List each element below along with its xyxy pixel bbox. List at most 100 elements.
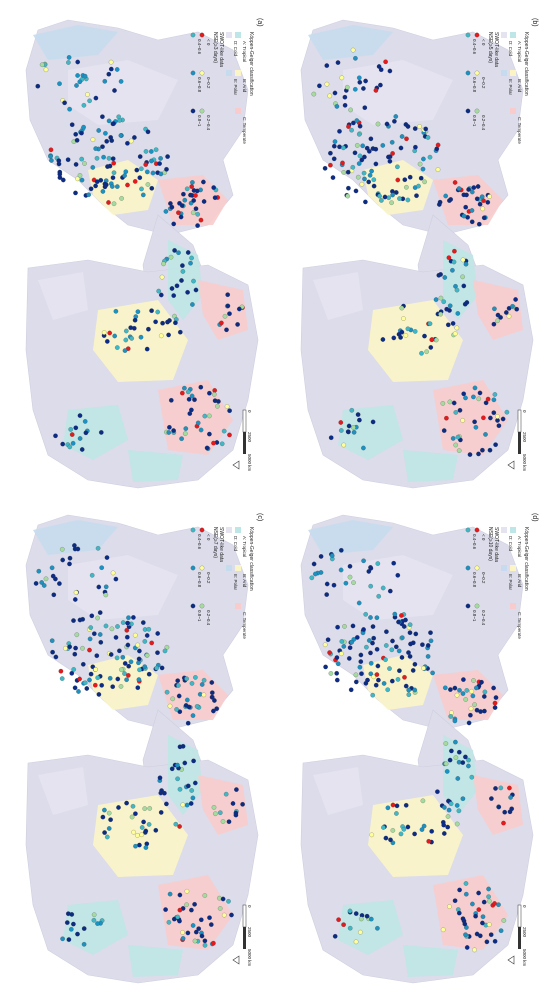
station-dot (381, 825, 386, 830)
station-dot (219, 320, 224, 326)
nse-legend-title: NSE(≥3 days) (212, 32, 218, 63)
station-dot (331, 143, 337, 149)
station-dot (447, 303, 453, 309)
station-dot (457, 910, 462, 916)
station-dot (474, 685, 479, 691)
station-dot (454, 287, 460, 293)
swot-label: 0.2~0.4 (206, 115, 211, 131)
station-dot (137, 842, 142, 848)
station-dot (81, 941, 87, 947)
station-dot (198, 217, 204, 223)
station-dot (422, 179, 427, 185)
swot-label: 0.6~0.8 (472, 572, 477, 588)
station-dot (167, 891, 173, 897)
station-dot (385, 805, 391, 811)
station-dot (456, 448, 462, 453)
climate-zone (313, 767, 363, 815)
station-dot (82, 419, 88, 424)
swot-label: < 0 (206, 39, 211, 46)
station-dot (427, 154, 433, 160)
station-dot (472, 702, 477, 707)
station-dot (357, 153, 363, 159)
station-dot (183, 431, 188, 436)
station-dot (128, 138, 134, 144)
station-dot (163, 209, 169, 214)
station-dot (109, 66, 114, 72)
koppen-label: D: Cold (233, 41, 238, 57)
station-dot (382, 194, 388, 200)
station-dot (146, 671, 152, 677)
climate-zone (168, 735, 203, 815)
station-dot (378, 82, 383, 88)
station-dot (59, 546, 65, 552)
station-dot (336, 917, 341, 923)
station-dot (453, 410, 459, 415)
station-dot (185, 697, 190, 703)
station-dot (146, 627, 152, 632)
station-dot (100, 814, 106, 820)
climate-zone (363, 655, 433, 710)
station-dot (482, 708, 487, 714)
station-dot (56, 161, 62, 167)
station-dot (168, 254, 174, 260)
station-dot (514, 306, 520, 312)
swot-label: < 0 (481, 534, 486, 541)
station-dot (332, 139, 338, 144)
swot-legend-title: SWOT-like data (218, 527, 224, 562)
station-dot (103, 584, 109, 590)
station-dot (390, 678, 395, 684)
station-dot (334, 677, 340, 683)
station-dot (380, 585, 386, 591)
station-dot (356, 174, 361, 180)
station-dot (394, 811, 399, 816)
station-dot (366, 179, 372, 185)
swot-label: 0.2~0.4 (206, 610, 211, 626)
swot-swatch (465, 70, 471, 76)
station-dot (332, 933, 338, 939)
station-dot (124, 328, 129, 334)
station-dot (399, 613, 404, 618)
station-dot (362, 105, 368, 111)
station-dot (50, 573, 56, 579)
swot-swatch (474, 603, 480, 609)
station-dot (112, 88, 117, 93)
swot-swatch (199, 565, 205, 571)
station-dot (443, 193, 449, 199)
station-dot (438, 311, 443, 317)
station-dot (435, 167, 441, 172)
station-dot (108, 817, 113, 823)
station-dot (155, 650, 160, 656)
station-dot (471, 185, 477, 190)
station-dot (491, 410, 497, 416)
station-dot (162, 790, 167, 796)
station-dot (418, 175, 424, 181)
station-dot (354, 118, 360, 123)
station-dot (376, 594, 382, 599)
station-dot (454, 821, 460, 827)
station-dot (212, 195, 218, 201)
station-dot (189, 788, 195, 793)
station-dot (405, 824, 411, 830)
station-dot (342, 94, 348, 100)
station-dot (75, 73, 80, 78)
station-dot (335, 60, 341, 65)
station-dot (132, 135, 137, 140)
station-dot (482, 689, 488, 695)
station-dot (48, 154, 53, 159)
station-dot (77, 79, 83, 85)
station-dot (345, 193, 350, 199)
station-dot (190, 795, 196, 801)
station-dot (464, 688, 470, 693)
station-dot (207, 431, 212, 437)
station-dot (66, 60, 71, 65)
swot-label: 0.6~0.8 (472, 77, 477, 93)
station-dot (469, 208, 475, 213)
station-dot (429, 828, 435, 834)
station-dot (392, 119, 397, 124)
station-dot (222, 912, 227, 918)
koppen-label: A: Tropical (517, 41, 522, 62)
station-dot (466, 763, 471, 769)
station-dot (49, 565, 55, 571)
